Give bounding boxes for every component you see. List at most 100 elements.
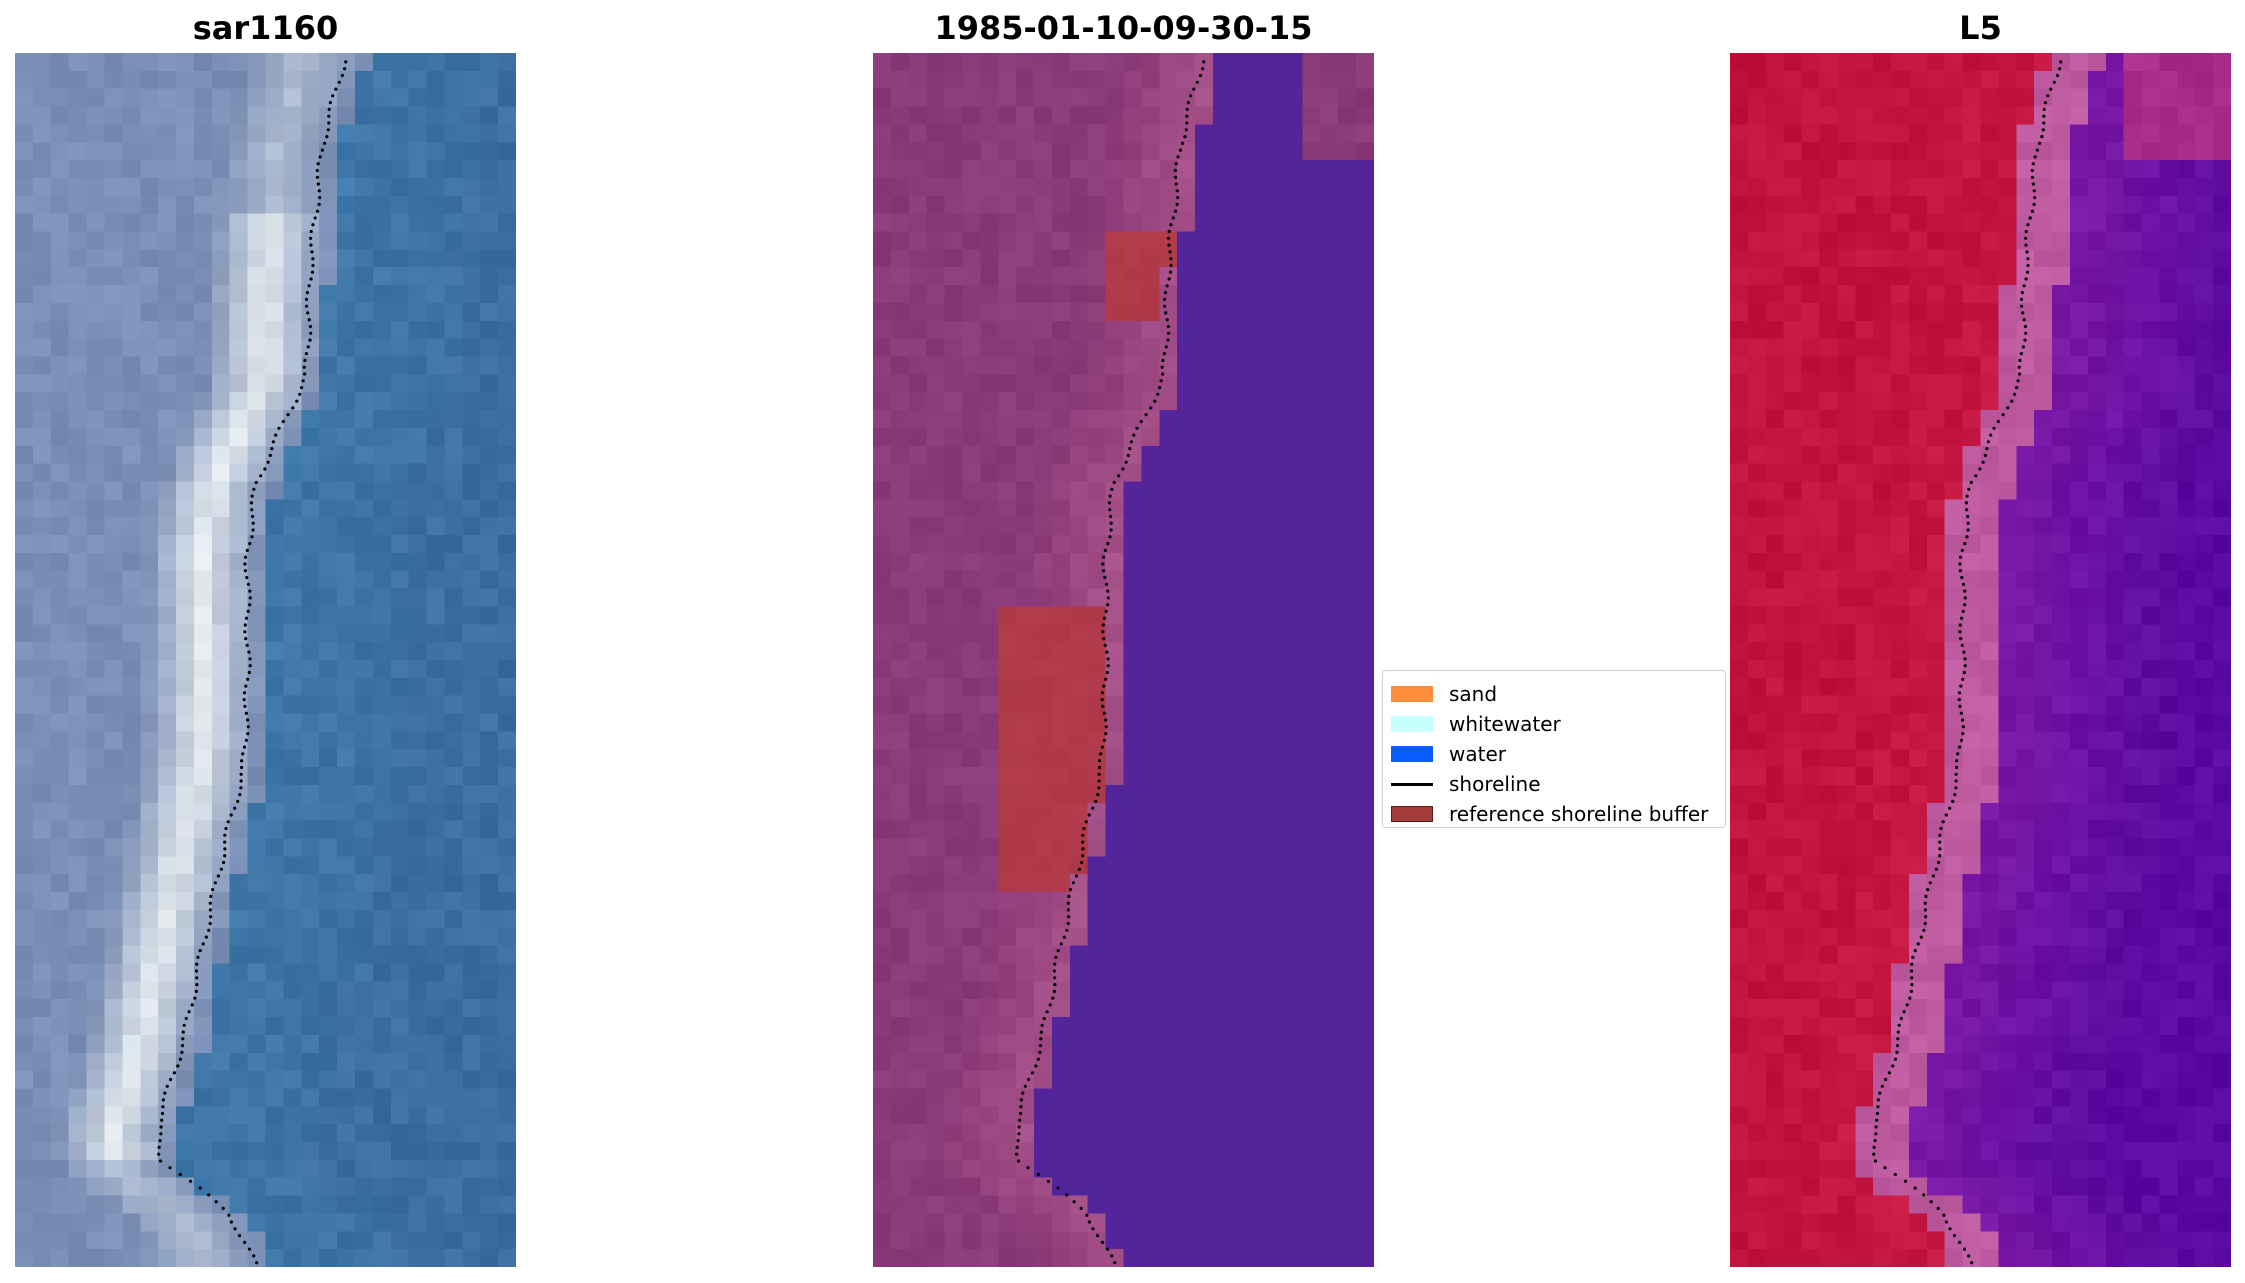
shoreline-point — [211, 888, 215, 892]
shoreline-point — [244, 738, 248, 742]
legend-item-shoreline: shoreline — [1391, 769, 1717, 799]
shoreline-point — [251, 521, 255, 525]
shoreline-point — [2041, 128, 2045, 132]
shoreline-point — [1926, 888, 1930, 892]
shoreline-point — [1953, 793, 1957, 797]
shoreline-point — [248, 657, 252, 661]
shoreline-point — [1874, 1125, 1878, 1129]
shoreline-point — [194, 989, 198, 994]
shoreline-point — [207, 928, 211, 932]
shoreline-point — [1896, 1030, 1900, 1034]
shoreline-point — [1951, 799, 1955, 804]
shoreline-point — [277, 426, 281, 430]
shoreline-point — [1959, 738, 1963, 742]
shoreline-point — [243, 623, 247, 627]
shoreline-point — [1113, 1261, 1117, 1265]
shoreline-point — [181, 1037, 185, 1041]
shoreline-point — [1065, 928, 1069, 932]
shoreline-point — [1108, 494, 1112, 498]
shoreline-point — [1189, 94, 1193, 98]
shoreline-point — [316, 162, 320, 166]
shoreline-point — [244, 616, 249, 620]
shoreline-point — [1873, 1159, 1878, 1163]
shoreline-point — [1087, 813, 1091, 817]
shoreline-point — [2024, 229, 2028, 234]
shoreline-point — [243, 1240, 247, 1244]
shoreline-point — [311, 257, 315, 261]
shoreline-point — [1986, 440, 1990, 444]
shoreline-point — [1916, 942, 1920, 946]
shoreline-point — [291, 406, 295, 410]
shoreline-point — [1104, 725, 1108, 729]
shoreline-point — [1074, 874, 1078, 878]
shoreline-point — [310, 250, 314, 254]
shoreline-point — [243, 704, 247, 709]
shoreline-point — [1021, 1091, 1025, 1095]
shoreline-point — [1106, 603, 1110, 607]
shoreline-point — [334, 87, 338, 91]
shoreline-point — [187, 1010, 191, 1014]
shoreline-point — [2031, 182, 2035, 186]
shoreline-point — [1052, 989, 1056, 994]
shoreline-point — [1156, 392, 1160, 396]
shoreline-point — [1106, 657, 1110, 661]
shoreline-point — [254, 480, 258, 485]
shoreline-point — [304, 297, 309, 301]
shoreline-point — [2046, 94, 2050, 98]
shoreline-point — [223, 840, 227, 844]
shoreline-point — [2026, 223, 2030, 227]
shoreline-point — [1957, 745, 1962, 749]
shoreline-point — [1169, 257, 1173, 261]
shoreline-point — [1956, 752, 1960, 756]
shoreline-point — [181, 1030, 185, 1034]
shoreline-point — [1106, 664, 1110, 668]
shoreline-point — [2042, 114, 2046, 118]
shoreline-point — [1876, 1098, 1880, 1102]
shoreline-point — [1097, 786, 1101, 790]
shoreline-point — [1938, 833, 1942, 837]
shoreline-point — [1039, 1030, 1043, 1034]
shoreline-point — [1961, 732, 1965, 736]
shoreline-point — [1944, 1220, 1948, 1224]
shoreline-point — [2023, 324, 2027, 329]
shoreline-point — [1103, 548, 1107, 552]
shoreline-point — [311, 223, 315, 227]
shoreline-point — [245, 643, 249, 648]
shoreline-point — [259, 474, 263, 478]
shoreline-point — [1895, 1050, 1899, 1054]
shoreline-overlay — [157, 60, 348, 1265]
shoreline-point — [1166, 324, 1170, 329]
shoreline-point — [2042, 107, 2046, 111]
shoreline-point — [243, 562, 247, 566]
shoreline-point — [1938, 840, 1942, 844]
shoreline-point — [248, 542, 252, 546]
shoreline-point — [247, 1247, 252, 1251]
water-swatch — [1391, 746, 1433, 762]
shoreline-point — [214, 1200, 218, 1204]
shoreline-point — [1112, 480, 1116, 485]
shoreline-point — [1084, 820, 1088, 824]
panel-title-classified: 1985-01-10-09-30-15 — [934, 9, 1313, 47]
shoreline-point — [1040, 1023, 1044, 1027]
shoreline-point — [242, 698, 246, 702]
shoreline-point — [1974, 474, 1978, 478]
shoreline-point — [1899, 1016, 1903, 1021]
shoreline-point — [1144, 413, 1148, 417]
shoreline-point — [303, 372, 307, 376]
shoreline-point — [1165, 284, 1169, 288]
shoreline-point — [305, 304, 309, 308]
shoreline-point — [1026, 1166, 1030, 1170]
shoreline-point — [1045, 1010, 1049, 1014]
shoreline-point — [1062, 935, 1066, 939]
shoreline-point — [1016, 1139, 1020, 1143]
shoreline-point — [1066, 901, 1070, 905]
shoreline-point — [2025, 270, 2030, 274]
shoreline-point — [239, 786, 243, 790]
shoreline-point — [1185, 121, 1189, 125]
shoreline-point — [315, 168, 319, 173]
shoreline-point — [1104, 677, 1108, 681]
shoreline-point — [1117, 474, 1121, 478]
shoreline-point — [1038, 1044, 1043, 1048]
shoreline-point — [160, 1118, 164, 1122]
shoreline-point — [1085, 1213, 1089, 1217]
